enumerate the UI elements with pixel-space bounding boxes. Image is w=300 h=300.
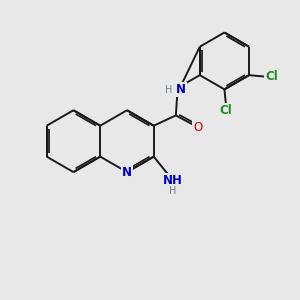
Text: Cl: Cl [220,104,232,117]
Text: Cl: Cl [266,70,278,83]
Text: H: H [169,186,177,196]
Text: N: N [122,166,132,178]
Text: N: N [176,83,186,96]
Text: O: O [193,121,203,134]
Text: NH: NH [163,174,183,187]
Text: H: H [165,85,173,95]
